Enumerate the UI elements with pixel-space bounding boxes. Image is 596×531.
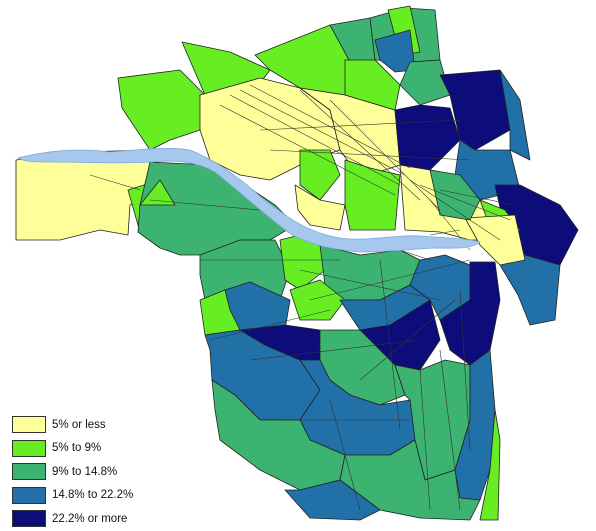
census-tract xyxy=(284,479,381,521)
census-tract xyxy=(394,104,461,171)
street-line xyxy=(89,174,141,191)
street-line xyxy=(309,259,471,301)
census-tract xyxy=(299,149,341,201)
census-tract xyxy=(139,179,176,206)
census-tract xyxy=(499,69,531,161)
census-tract xyxy=(479,409,501,521)
legend-item: 5% or less xyxy=(12,413,133,437)
legend-swatch xyxy=(12,416,46,434)
street-line xyxy=(219,104,396,196)
legend-item: 9% to 14.8% xyxy=(12,460,133,484)
street-line xyxy=(329,99,441,211)
street-line xyxy=(439,349,461,511)
legend-label: 5% to 9% xyxy=(52,442,102,455)
street-line xyxy=(359,299,456,381)
street-line xyxy=(429,229,461,236)
street-line xyxy=(439,189,516,206)
legend-label: 5% or less xyxy=(52,418,106,431)
legend-label: 22.2% or more xyxy=(52,512,128,525)
census-tract xyxy=(374,29,416,73)
street-line xyxy=(419,184,511,221)
census-tract xyxy=(399,59,451,106)
census-tract xyxy=(344,59,401,111)
street-line xyxy=(269,149,471,161)
street-line xyxy=(209,309,331,341)
legend-swatch xyxy=(12,439,46,457)
street-line xyxy=(299,89,421,201)
street-line xyxy=(459,289,471,451)
legend-label: 14.8% to 22.2% xyxy=(52,489,134,502)
street-line xyxy=(409,179,501,241)
legend-item: 14.8% to 22.2% xyxy=(12,484,133,508)
street-line xyxy=(149,199,261,211)
census-tract xyxy=(429,169,481,221)
legend-swatch xyxy=(12,486,46,504)
legend-swatch xyxy=(12,463,46,481)
map-legend: 5% or less 5% to 9% 9% to 14.8% 14.8% to… xyxy=(12,413,133,531)
legend-item: 22.2% or more xyxy=(12,507,133,531)
street-line xyxy=(419,369,431,511)
census-tract xyxy=(117,69,206,151)
street-line xyxy=(259,119,461,131)
street-line xyxy=(379,259,401,431)
census-tract xyxy=(289,279,346,321)
legend-swatch xyxy=(12,510,46,528)
legend-item: 5% to 9% xyxy=(12,437,133,461)
river xyxy=(16,147,481,253)
street-line xyxy=(329,399,361,511)
legend-label: 9% to 14.8% xyxy=(52,465,118,478)
street-line xyxy=(399,249,431,261)
census-tract xyxy=(294,184,346,231)
street-line xyxy=(249,339,421,361)
street-line xyxy=(229,94,401,186)
census-tract xyxy=(464,214,526,266)
